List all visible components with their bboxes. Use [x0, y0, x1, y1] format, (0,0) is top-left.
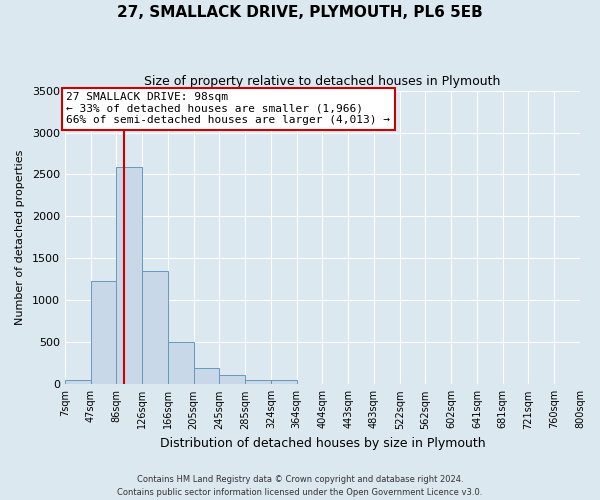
Bar	[91, 281, 116, 384]
Bar	[65, 380, 91, 384]
Bar	[220, 375, 245, 384]
Title: Size of property relative to detached houses in Plymouth: Size of property relative to detached ho…	[144, 75, 500, 88]
Bar	[142, 271, 168, 384]
Bar	[168, 342, 194, 384]
X-axis label: Distribution of detached houses by size in Plymouth: Distribution of detached houses by size …	[160, 437, 485, 450]
Bar	[116, 167, 142, 384]
Bar	[271, 380, 297, 384]
Text: 27, SMALLACK DRIVE, PLYMOUTH, PL6 5EB: 27, SMALLACK DRIVE, PLYMOUTH, PL6 5EB	[117, 5, 483, 20]
Y-axis label: Number of detached properties: Number of detached properties	[15, 150, 25, 325]
Bar	[245, 380, 271, 384]
Bar	[194, 368, 220, 384]
Text: 27 SMALLACK DRIVE: 98sqm
← 33% of detached houses are smaller (1,966)
66% of sem: 27 SMALLACK DRIVE: 98sqm ← 33% of detach…	[66, 92, 390, 126]
Text: Contains HM Land Registry data © Crown copyright and database right 2024.
Contai: Contains HM Land Registry data © Crown c…	[118, 476, 482, 497]
